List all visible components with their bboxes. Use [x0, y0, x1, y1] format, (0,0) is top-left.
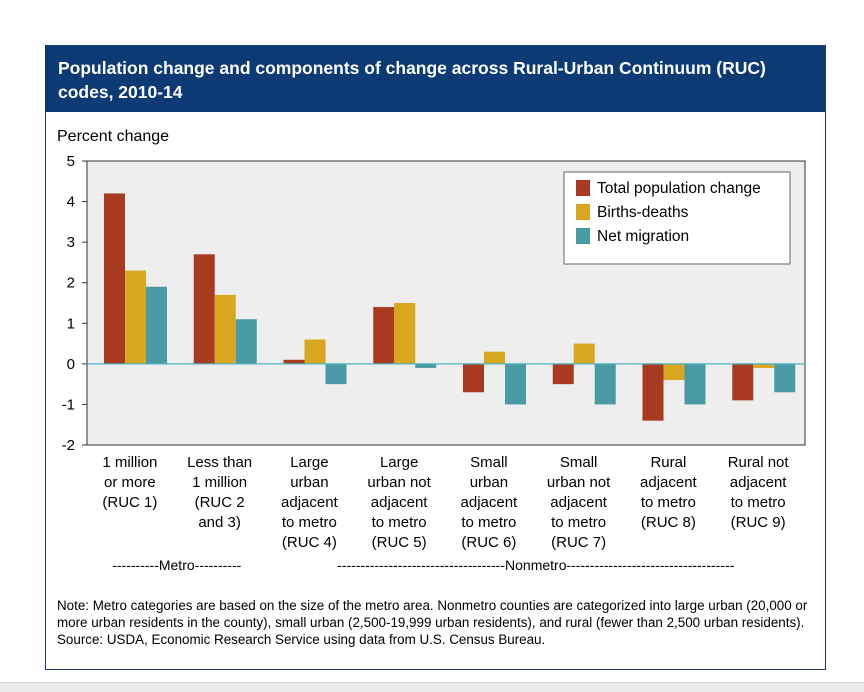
bar-births-deaths-3: [394, 303, 416, 364]
category-label: to metro: [461, 514, 516, 531]
chart-notes: Note: Metro categories are based on the …: [57, 597, 817, 648]
category-label: 1 million: [192, 474, 247, 491]
legend-swatch: [576, 180, 590, 196]
bar-births-deaths-6: [663, 363, 685, 381]
bar-net-migration-3: [415, 363, 437, 368]
y-axis-label: Percent change: [57, 128, 170, 145]
category-label: Rural not: [728, 454, 790, 471]
y-tick-label: 1: [67, 315, 75, 332]
bar-births-deaths-7: [753, 363, 775, 368]
note-text: Note: Metro categories are based on the …: [57, 598, 808, 630]
category-label: (RUC 8): [641, 514, 696, 531]
category-label: to metro: [372, 514, 427, 531]
bar-total-population-change-6: [642, 363, 664, 421]
bar-births-deaths-0: [125, 270, 146, 364]
bar-total-population-change-1: [193, 254, 215, 364]
group-label: ------------------------------------Nonm…: [337, 557, 734, 573]
bar-births-deaths-2: [304, 339, 326, 364]
page-bottom-strip: [0, 682, 864, 692]
legend-label: Births-deaths: [597, 204, 689, 221]
category-label: Large: [380, 454, 418, 471]
bar-total-population-change-2: [283, 359, 305, 364]
source-text: Source: USDA, Economic Research Service …: [57, 632, 546, 647]
y-tick-label: -2: [62, 437, 75, 454]
bar-net-migration-7: [774, 363, 796, 393]
chart-title: Population change and components of chan…: [46, 46, 825, 112]
category-label: (RUC 5): [372, 534, 427, 551]
category-label: (RUC 9): [731, 514, 786, 531]
bar-births-deaths-5: [573, 343, 595, 364]
category-label: (RUC 1): [102, 494, 157, 511]
bar-total-population-change-4: [463, 363, 484, 393]
legend-swatch: [576, 204, 590, 220]
category-label: adjacent: [640, 474, 698, 491]
legend-label: Total population change: [597, 180, 761, 197]
category-label: to metro: [551, 514, 606, 531]
bar-births-deaths-1: [214, 294, 236, 364]
category-label: Less than: [187, 454, 252, 471]
category-label: adjacent: [371, 494, 429, 511]
bar-net-migration-6: [684, 363, 706, 405]
bar-total-population-change-7: [732, 363, 754, 401]
bar-net-migration-2: [325, 363, 347, 385]
group-label: ----------Metro----------: [112, 557, 241, 573]
category-label: to metro: [731, 494, 786, 511]
category-label: Small: [560, 454, 598, 471]
category-label: urban: [470, 474, 508, 491]
bar-net-migration-1: [235, 319, 257, 364]
category-label: (RUC 7): [551, 534, 606, 551]
bar-net-migration-5: [594, 363, 616, 405]
category-label: adjacent: [550, 494, 608, 511]
category-label: Small: [470, 454, 508, 471]
category-label: (RUC 6): [461, 534, 516, 551]
y-tick-label: -1: [62, 396, 75, 413]
category-label: adjacent: [461, 494, 519, 511]
category-label: (RUC 4): [282, 534, 337, 551]
bar-total-population-change-5: [552, 363, 574, 385]
category-label: and 3): [198, 514, 241, 531]
legend-label: Net migration: [597, 228, 689, 245]
y-tick-label: 5: [67, 153, 75, 170]
bar-net-migration-4: [505, 363, 526, 405]
category-label: to metro: [641, 494, 696, 511]
legend-swatch: [576, 228, 590, 244]
category-label: adjacent: [730, 474, 788, 491]
category-label: urban not: [547, 474, 611, 491]
bar-births-deaths-4: [484, 351, 505, 364]
category-label: Large: [290, 454, 328, 471]
category-label: 1 million: [102, 454, 157, 471]
category-label: (RUC 2: [195, 494, 245, 511]
category-label: urban not: [367, 474, 431, 491]
y-tick-label: 0: [67, 356, 75, 373]
category-label: adjacent: [281, 494, 339, 511]
category-label: Rural: [650, 454, 686, 471]
y-tick-label: 4: [67, 194, 75, 211]
bar-total-population-change-0: [104, 193, 125, 364]
y-tick-label: 3: [67, 234, 75, 251]
bar-net-migration-0: [146, 286, 167, 364]
y-tick-label: 2: [67, 275, 75, 292]
legend-box: [563, 171, 791, 265]
bar-total-population-change-3: [373, 307, 395, 364]
category-label: or more: [104, 474, 156, 491]
category-label: urban: [290, 474, 328, 491]
category-label: to metro: [282, 514, 337, 531]
